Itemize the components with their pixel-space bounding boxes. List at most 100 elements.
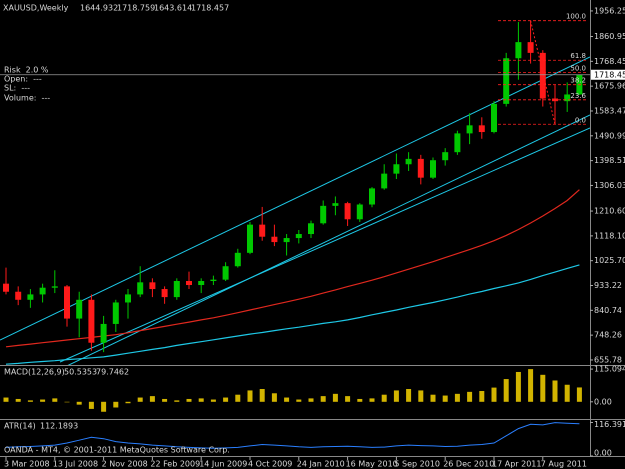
atr-label: ATR(14) [4,422,36,431]
macd-bar [515,371,521,402]
candle-body [442,152,449,161]
macd-bar [149,396,155,402]
candle-body [564,94,571,102]
macd-bar [564,384,570,402]
macd-bar [345,396,351,402]
candle-body [405,158,412,165]
candle-body [198,280,205,286]
channel-lower [67,114,590,365]
macd-tick-label: 0.00 [594,397,612,406]
candle-body [247,224,253,253]
info-open: Open: --- [4,75,42,84]
candle-body [125,294,131,303]
x-tick-label: 2 Nov 2008 [102,460,148,469]
candle-body [527,42,534,53]
candle-body [393,164,400,174]
y-tick-label: 1210.60 [594,207,625,216]
y-tick-label: 748.26 [594,331,622,340]
macd-bar [430,394,436,402]
macd-bar [162,398,168,402]
candle-body [234,252,241,267]
fibo-label: 100.0 [566,13,586,21]
y-tick-label: 1398.51 [594,156,625,165]
atr-line [5,422,580,449]
channel-upper [0,56,590,341]
fibo-label: 0.0 [575,116,586,124]
x-tick-label: 24 Jan 2010 [297,460,345,469]
macd-bar [332,393,338,402]
macd-bar [76,401,82,405]
candle-body [173,280,180,298]
macd-bar [271,393,277,402]
y-tick-label: 1025.70 [594,256,625,265]
y-tick-label: 1768.45 [594,57,625,66]
macd-bar [442,395,448,402]
macd-bar [418,390,424,402]
y-tick-label: 1583.47 [594,106,625,115]
atr-tick-label: 0.00 [594,449,612,458]
candle-body [137,282,144,295]
candle-body [27,294,34,300]
candle-body [417,158,424,178]
candle-body [320,205,327,224]
candle-body [76,299,83,319]
candle-body [539,52,546,99]
macd-bar [210,399,216,402]
header-close: 1718.457 [191,4,229,13]
price-panel [3,20,588,365]
candle-body [491,103,497,133]
candle-body [3,283,9,292]
info-sl: SL: --- [4,84,30,93]
x-tick-label: 17 Apr 2011 [492,460,541,469]
candle-body [466,125,473,134]
header-high: 1718.759 [117,4,155,13]
macd-bar [52,398,58,402]
candle-body [64,286,70,319]
trend-lines [0,56,590,365]
x-tick-label: 26 Dec 2010 [443,460,494,469]
header-low: 1643.614 [154,4,192,13]
candle-body [100,323,107,343]
macd-bar [88,401,94,409]
y-tick-label: 1118.10 [594,231,625,240]
macd-bar [15,398,21,402]
candle-body [88,299,95,343]
macd-bar [528,369,534,402]
candle-body [222,266,229,280]
atr-panel [5,422,580,449]
macd-bar [101,401,107,412]
candle-body [478,125,485,133]
candle-body [15,291,22,300]
macd-bar [479,391,485,402]
x-tick-label: 13 Jul 2008 [53,460,98,469]
y-tick-label: 1860.95 [594,32,625,41]
macd-bar [454,393,460,402]
candle-body [295,234,302,239]
fibo-label: 23.6 [570,92,586,100]
macd-bar [369,398,375,402]
macd-bar [113,401,119,408]
macd-bar [64,401,70,403]
candle-body [283,238,290,243]
macd-bar [393,390,399,402]
x-tick-label: 4 Oct 2009 [248,460,292,469]
symbol: XAUUSD,Weekly [3,4,69,13]
macd-bar [552,380,558,402]
candle-body [503,58,510,104]
candle-body [112,302,119,324]
macd-bar [320,396,326,402]
macd-bar [247,390,253,402]
candle-body [369,188,375,205]
fibo-baseline [530,20,556,125]
bid-box [591,69,625,80]
macd-bar [223,397,229,402]
candle-body [51,286,58,288]
macd-bar [406,389,412,402]
fibo-label: 38.2 [570,77,586,85]
macd-bar [27,400,33,402]
macd-bar [576,387,582,402]
candle-body [430,160,436,178]
macd-bar [137,397,143,402]
candle-body [515,42,522,59]
